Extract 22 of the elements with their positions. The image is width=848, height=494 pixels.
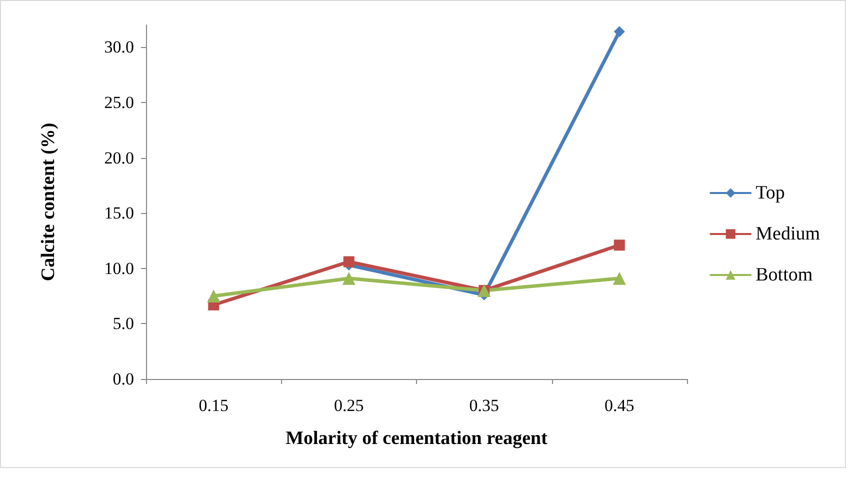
y-tick-label: 30.0	[104, 38, 134, 57]
y-tick-label: 15.0	[104, 204, 134, 223]
y-axis-title: Calcite content (%)	[38, 122, 59, 282]
y-tick-label: 25.0	[104, 92, 134, 112]
point	[614, 26, 625, 38]
x-tick-label: 0.15	[198, 396, 228, 415]
legend-label: Medium	[756, 224, 820, 244]
x-axis-title: Molarity of cementation reagent	[286, 428, 548, 449]
y-tick-label: 5.0	[112, 314, 134, 334]
point	[342, 272, 356, 285]
x-tick-label: 0.25	[334, 396, 364, 415]
point	[343, 256, 354, 268]
x-tick-label: 0.45	[604, 396, 634, 415]
x-tick-label: 0.35	[469, 396, 499, 415]
y-tick-label: 10.0	[104, 258, 134, 278]
legend-label: Top	[756, 182, 785, 204]
legend-label: Bottom	[756, 264, 813, 286]
point	[207, 290, 220, 303]
y-tick-label: 0.0	[112, 370, 134, 388]
point	[614, 240, 625, 251]
y-tick-label: 20.0	[104, 148, 134, 168]
point	[612, 272, 626, 285]
